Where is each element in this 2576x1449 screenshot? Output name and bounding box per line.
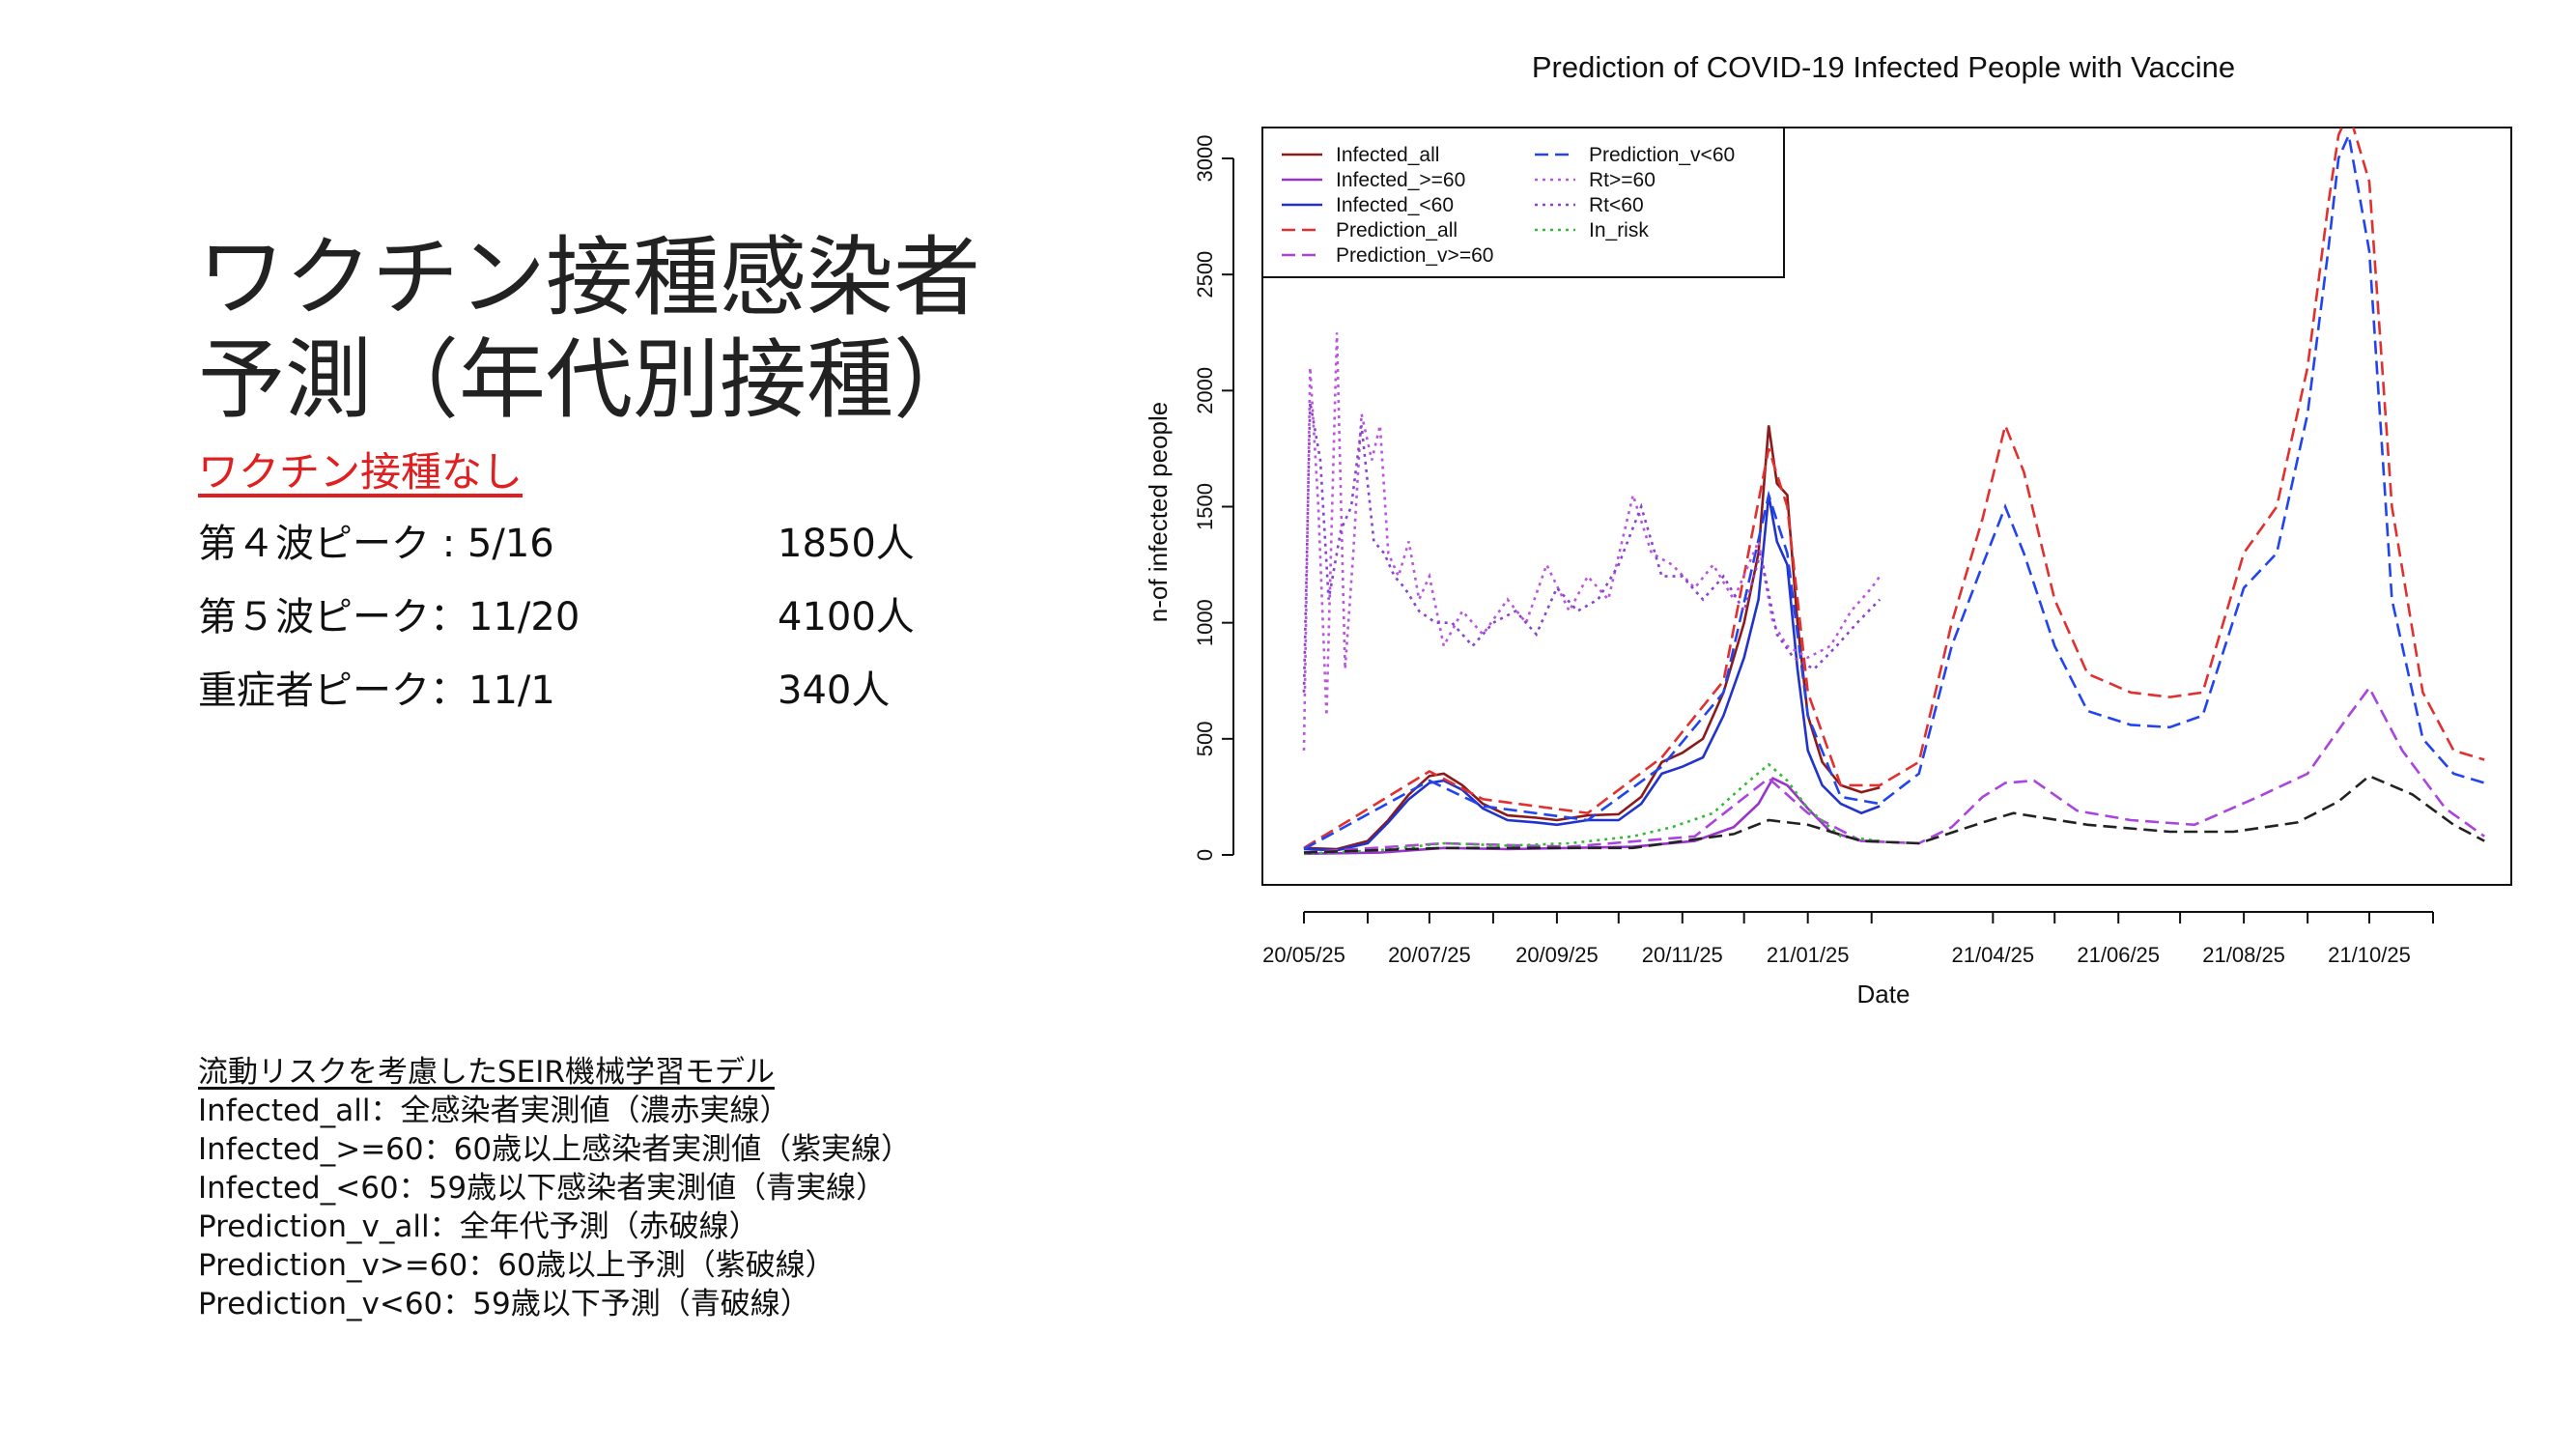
peak-value: 1850人 <box>778 522 915 566</box>
series-line <box>1302 332 1882 751</box>
legend-label: Prediction_v>=60 <box>1336 244 1493 267</box>
plot-frame <box>1261 127 2512 886</box>
peak-label: 第５波ピーク：11/20 <box>198 595 580 639</box>
series-line <box>1303 774 2485 854</box>
note-line: Infected_>=60：60歳以上感染者実測値（紫実線） <box>198 1132 912 1167</box>
series-line <box>1303 130 2485 851</box>
chart-title: Prediction of COVID-19 Infected People w… <box>1532 50 2235 84</box>
x-tick-label: 20/07/25 <box>1388 943 1471 967</box>
x-axis: 20/05/25 20/07/25 20/09/25 20/11/25 21/01/25… <box>1262 911 2435 967</box>
series-line <box>1303 685 2485 854</box>
y-axis-label: n-of infected people <box>1144 402 1173 622</box>
y-tick-label: 0 <box>1193 849 1217 861</box>
y-tick-label: 2500 <box>1193 251 1217 298</box>
y-tick-label: 3000 <box>1193 135 1217 183</box>
series-lines <box>1302 128 2485 856</box>
series-line <box>1303 128 2485 849</box>
x-tick-label: 20/11/25 <box>1642 943 1723 967</box>
series-line <box>1302 402 1882 693</box>
x-tick-label: 21/06/25 <box>2077 943 2160 967</box>
peak-value: 340人 <box>778 668 891 713</box>
legend-label: Prediction_all <box>1336 219 1458 242</box>
legend-label: Infected_<60 <box>1336 194 1454 216</box>
y-axis: 0 500 1000 1500 2000 2500 3000 <box>1193 135 1234 861</box>
legend-label: Rt>=60 <box>1589 169 1656 191</box>
x-tick-label: 21/08/25 <box>2202 943 2285 967</box>
slide-title: ワクチン接種感染者 予測（年代別接種） <box>198 227 980 431</box>
series-line <box>1303 776 1881 856</box>
notes-heading: 流動リスクを考慮したSEIR機械学習モデル <box>198 1055 775 1090</box>
y-tick-label: 500 <box>1193 721 1217 756</box>
y-tick-label: 1000 <box>1193 599 1217 646</box>
x-tick-label: 21/01/25 <box>1767 943 1850 967</box>
x-axis-label: Date <box>1857 980 1911 1009</box>
x-tick-label: 21/04/25 <box>1952 943 2035 967</box>
peak-label: 重症者ピーク：11/1 <box>198 668 555 713</box>
peak-label: 第４波ピーク : 5/16 <box>198 522 554 566</box>
legend-label: Prediction_v<60 <box>1589 144 1735 166</box>
peak-row: 第５波ピーク：11/20 4100人 <box>198 585 951 659</box>
series-line <box>1303 425 1881 851</box>
y-tick-label: 1500 <box>1193 483 1217 530</box>
series-line <box>1303 762 1881 856</box>
slide-title-block: ワクチン接種感染者 予測（年代別接種） <box>198 227 980 432</box>
note-line: Prediction_v>=60：60歳以上予測（紫破線） <box>198 1248 835 1283</box>
legend-label: Infected_>=60 <box>1336 169 1465 191</box>
note-line: Prediction_v<60：59歳以下予測（青破線） <box>198 1287 810 1321</box>
legend-label: In_risk <box>1589 219 1649 242</box>
slide-subtitle: ワクチン接種なし <box>198 448 524 496</box>
x-tick-label: 21/10/25 <box>2328 943 2411 967</box>
peak-value: 4100人 <box>778 595 915 639</box>
x-tick-label: 20/05/25 <box>1262 943 1345 967</box>
model-notes: 流動リスクを考慮したSEIR機械学習モデル Infected_all：全感染者実… <box>198 1053 911 1323</box>
legend-box <box>1261 127 1785 278</box>
legend: Infected_all Infected_>=60 Infected_<60 Pre… <box>1261 127 1785 278</box>
x-tick-label: 20/09/25 <box>1515 943 1599 967</box>
series-line <box>1303 495 1881 852</box>
peak-row: 重症者ピーク：11/1 340人 <box>198 659 951 732</box>
note-line: Infected_<60：59歳以下感染者実測値（青実線） <box>198 1171 887 1206</box>
peak-row: 第４波ピーク : 5/16 1850人 <box>198 512 951 585</box>
y-tick-label: 2000 <box>1193 367 1217 414</box>
note-line: Infected_all：全感染者実測値（濃赤実線） <box>198 1094 790 1128</box>
legend-label: Rt<60 <box>1589 194 1644 216</box>
note-line: Prediction_v_all：全年代予測（赤破線） <box>198 1209 759 1244</box>
peak-summary: 第４波ピーク : 5/16 1850人 第５波ピーク：11/20 4100人 重… <box>198 512 951 732</box>
covid-prediction-chart: Prediction of COVID-19 Infected People w… <box>1144 50 2512 1009</box>
legend-label: Infected_all <box>1336 144 1439 166</box>
